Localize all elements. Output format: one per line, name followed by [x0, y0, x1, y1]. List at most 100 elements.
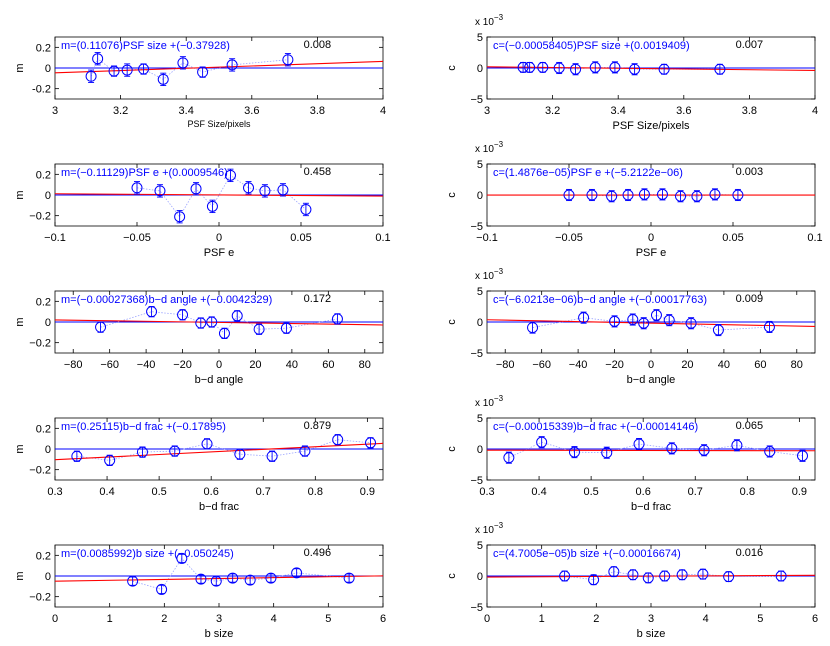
point-marker	[537, 61, 549, 73]
x-tick-label: 3.2	[545, 105, 560, 117]
x-tick-label: 60	[322, 359, 334, 371]
data-point	[527, 321, 539, 334]
data-point	[224, 168, 236, 183]
plot-area	[55, 552, 383, 595]
point-marker	[177, 57, 189, 69]
data-point	[259, 184, 271, 198]
x-axis-label: PSF Size/pixels	[187, 119, 251, 129]
x-tick-label: −60	[532, 359, 551, 371]
point-marker	[206, 200, 218, 212]
data-point	[578, 311, 590, 324]
point-marker	[627, 314, 639, 326]
fit-equation: c=(−6.0213e−06)b−d angle +(−0.00017763)	[493, 294, 707, 306]
point-marker	[627, 569, 639, 581]
data-point	[299, 445, 311, 457]
y-tick-label: 0	[477, 63, 483, 75]
data-point	[95, 321, 107, 333]
data-point	[698, 444, 710, 457]
data-point	[121, 63, 133, 77]
chart-m-bdangle: −80 −60 −40 −20 0 20 40 60 80 0.2 0 −0.2 m b−d angle m…	[14, 290, 384, 386]
point-marker	[659, 570, 671, 582]
data-point	[553, 61, 565, 75]
x-tick-label: 80	[791, 359, 803, 371]
x-axis-label: b size	[637, 628, 666, 640]
p-value: 0.496	[304, 547, 332, 559]
data-point	[723, 571, 735, 583]
fit-line	[55, 442, 383, 461]
y-tick-label: 5	[477, 413, 483, 425]
point-marker	[136, 446, 148, 458]
data-point	[291, 567, 303, 579]
data-point	[195, 573, 207, 585]
x-tick-label: 3	[648, 613, 654, 625]
x-tick-label: −40	[137, 359, 156, 371]
fit-line	[55, 319, 383, 326]
point-marker	[638, 188, 650, 200]
x-tick-label: 5	[757, 613, 763, 625]
point-marker	[642, 572, 654, 584]
point-marker	[714, 63, 726, 75]
y-tick-label: 0	[45, 190, 51, 202]
point-marker	[601, 447, 613, 459]
chart-c-bdfrac: 0.3 0.4 0.5 0.6 0.7 0.8 0.9 5 0 −5 c b−d frac x 10−3…	[446, 394, 816, 513]
x-tick-label: 0	[648, 359, 654, 371]
y-scale-exponent: −3	[494, 394, 504, 403]
x-tick-label: 40	[718, 359, 730, 371]
x-tick-label: 0.5	[151, 486, 166, 498]
point-marker	[629, 63, 641, 75]
data-point	[265, 572, 277, 584]
data-point	[282, 53, 294, 67]
x-tick-label: 4	[271, 613, 277, 625]
p-value: 0.879	[304, 420, 332, 432]
data-point	[691, 190, 703, 203]
x-tick-label: 0	[52, 613, 58, 625]
data-point	[253, 323, 265, 335]
y-axis-label: m	[14, 63, 26, 72]
data-point	[343, 572, 355, 584]
fit-line	[487, 319, 815, 328]
data-point	[731, 439, 743, 452]
data-point	[563, 188, 575, 202]
plot-area	[55, 434, 383, 466]
y-tick-label: 0	[45, 317, 51, 329]
fit-line	[55, 60, 383, 74]
point-marker	[291, 567, 303, 579]
series-connector	[136, 174, 307, 218]
y-axis-label: m	[14, 444, 26, 453]
x-axis-label: b−d angle	[627, 374, 676, 386]
y-tick-label: −5	[470, 348, 483, 360]
data-point	[174, 210, 186, 224]
data-point	[136, 446, 148, 458]
x-tick-label: 20	[249, 359, 261, 371]
point-marker	[218, 327, 230, 339]
p-value: 0.008	[304, 39, 332, 51]
y-tick-label: 5	[477, 32, 483, 44]
point-marker	[206, 316, 218, 328]
point-marker	[280, 322, 292, 334]
chart-c-bdangle: −80 −60 −40 −20 0 20 40 60 80 5 0 −5 c b−d angle x 10−…	[446, 267, 816, 386]
point-marker	[231, 310, 243, 322]
y-tick-label: 0	[45, 444, 51, 456]
data-point	[231, 310, 243, 322]
y-axis-label: m	[14, 317, 26, 326]
point-marker	[277, 184, 289, 196]
point-marker	[570, 63, 582, 75]
x-axis-label: b−d angle	[195, 374, 244, 386]
data-point	[201, 438, 213, 450]
point-marker	[697, 568, 709, 580]
data-point	[712, 324, 724, 337]
data-point	[524, 61, 536, 73]
series-connector	[90, 58, 288, 80]
y-axis-label: c	[446, 319, 458, 325]
point-marker	[282, 54, 294, 66]
series-connector	[569, 193, 738, 197]
y-axis-label: m	[14, 571, 26, 580]
x-tick-label: 4	[812, 105, 818, 117]
data-point	[157, 72, 169, 87]
data-point	[601, 446, 613, 459]
point-marker	[154, 185, 166, 197]
data-point	[226, 58, 238, 72]
point-marker	[503, 452, 515, 464]
series-connector	[76, 439, 371, 461]
point-marker	[104, 454, 116, 466]
